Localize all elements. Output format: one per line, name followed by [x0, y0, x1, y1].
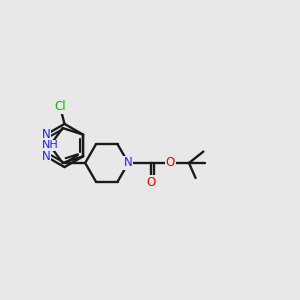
- Text: O: O: [146, 176, 155, 189]
- Text: O: O: [166, 157, 175, 169]
- Text: Cl: Cl: [54, 100, 66, 113]
- Text: NH: NH: [42, 140, 58, 151]
- Text: N: N: [41, 128, 50, 141]
- Text: N: N: [41, 150, 50, 163]
- Text: N: N: [124, 157, 133, 169]
